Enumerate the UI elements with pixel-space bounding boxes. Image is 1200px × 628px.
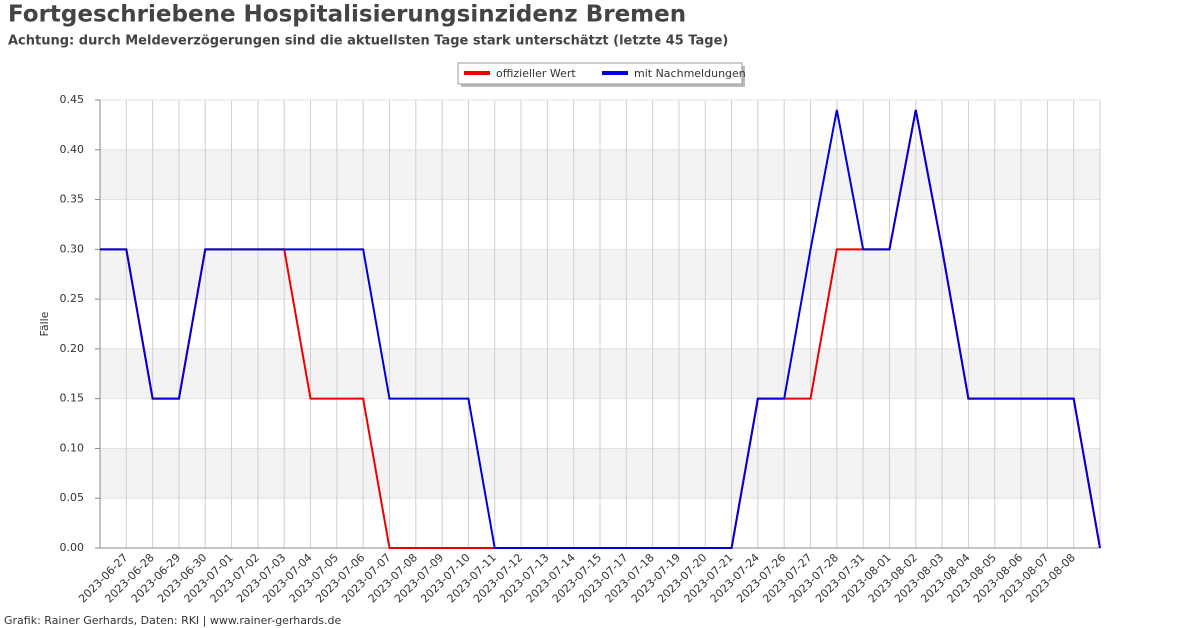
legend-box: [457, 62, 743, 85]
y-tick-label: 0.40: [60, 143, 85, 156]
y-tick-label: 0.25: [60, 292, 85, 305]
legend-label: offizieller Wert: [496, 67, 576, 80]
series-line: [100, 109, 1101, 549]
y-tick-label: 0.15: [60, 392, 85, 405]
footer: Grafik: Rainer Gerhards, Daten: RKI | ww…: [4, 614, 342, 627]
y-tick-label: 0.20: [60, 342, 85, 355]
chart-subtitle: Achtung: durch Meldeverzögerungen sind d…: [8, 34, 728, 49]
y-tick-label: 0.30: [60, 242, 85, 255]
y-tick-label: 0.45: [60, 93, 85, 106]
y-tick-label: 0.10: [60, 441, 85, 454]
legend-swatch: [464, 71, 490, 75]
legend-swatch: [602, 71, 628, 75]
y-tick-label: 0.00: [60, 541, 85, 554]
y-tick-label: 0.35: [60, 193, 85, 206]
legend-label: mit Nachmeldungen: [634, 67, 746, 80]
chart-title: Fortgeschriebene Hospitalisierungsinzide…: [8, 2, 686, 28]
y-axis-label: Fälle: [38, 311, 51, 336]
y-tick-label: 0.05: [60, 491, 85, 504]
